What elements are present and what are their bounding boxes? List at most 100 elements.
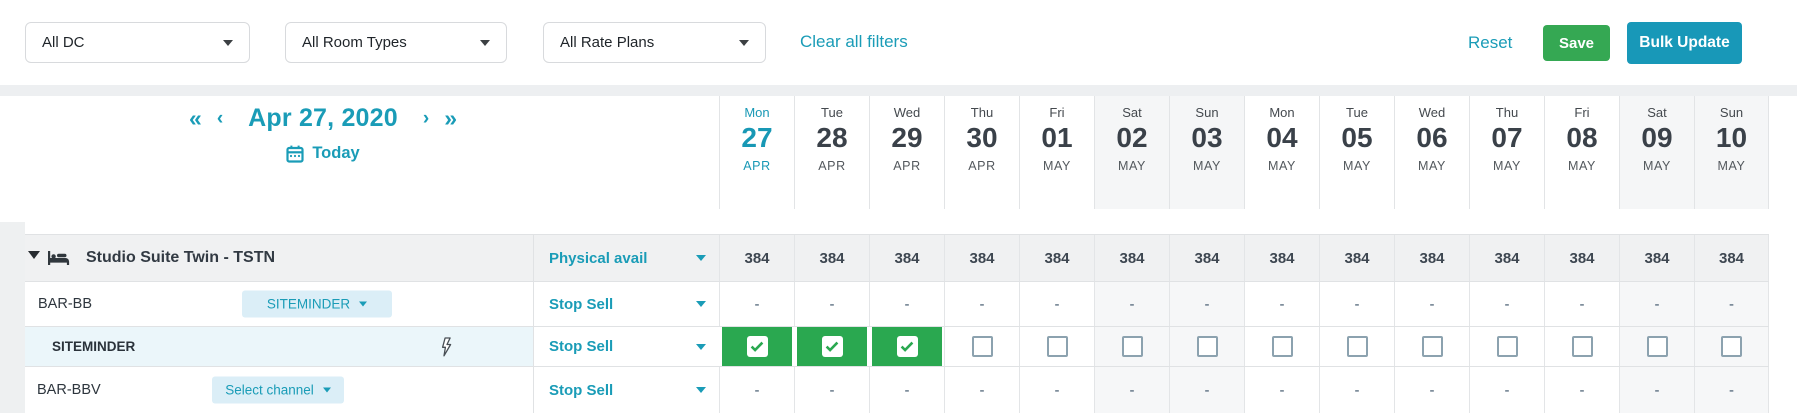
date-number: 03 <box>1191 122 1223 153</box>
chevron-down-icon <box>359 301 368 307</box>
stop-sell-checkbox-unchecked[interactable] <box>1694 327 1769 366</box>
rate-metric-selector-label: Stop Sell <box>549 381 614 399</box>
day-of-week-label: Tue <box>821 105 843 120</box>
stop-sell-value-cell: - <box>1169 367 1244 413</box>
day-of-week-label: Fri <box>1049 105 1065 120</box>
date-column-thu-30: Thu 30 APR <box>944 96 1019 209</box>
rate-plan-name: BAR-BB <box>38 296 92 312</box>
physical-avail-cell: 384 <box>869 235 944 281</box>
stop-sell-checkbox-unchecked[interactable] <box>1619 327 1694 366</box>
chevron-down-icon <box>696 301 706 307</box>
date-column-wed-29: Wed 29 APR <box>869 96 944 209</box>
channel-name: SITEMINDER <box>52 339 136 354</box>
stop-sell-value-cell: - <box>1019 367 1094 413</box>
checkmark-icon <box>746 336 768 357</box>
empty-checkbox <box>1646 336 1668 357</box>
chevron-down-icon <box>739 39 749 46</box>
collapse-triangle-icon[interactable] <box>28 251 40 259</box>
stop-sell-value-cell: - <box>1694 282 1769 326</box>
chevron-down-icon <box>480 39 490 46</box>
channel-select-pill[interactable]: SITEMINDER <box>242 290 392 318</box>
month-label: MAY <box>1043 158 1071 173</box>
stop-sell-value-cell: - <box>944 367 1019 413</box>
stop-sell-value-cell: - <box>1019 282 1094 326</box>
stop-sell-value-cell: - <box>794 282 869 326</box>
fast-backward-button[interactable]: « <box>189 105 202 131</box>
dc-filter-select[interactable]: All DC <box>25 22 250 63</box>
date-number: 29 <box>891 122 923 153</box>
room-type-name: Studio Suite Twin - TSTN <box>86 249 276 266</box>
physical-avail-cell: 384 <box>1319 235 1394 281</box>
month-label: APR <box>818 158 846 173</box>
today-button[interactable]: Today <box>286 144 360 163</box>
date-column-thu-07: Thu 07 MAY <box>1469 96 1544 209</box>
channel-select-pill[interactable]: Select channel <box>212 376 344 404</box>
checkmark-icon <box>821 336 843 357</box>
date-column-mon-27: Mon 27 APR <box>719 96 794 209</box>
rate-metric-selector[interactable]: Stop Sell <box>533 282 719 326</box>
clear-all-filters-link[interactable]: Clear all filters <box>800 32 908 51</box>
stop-sell-checkbox-unchecked[interactable] <box>1019 327 1094 366</box>
stop-sell-checkbox-unchecked[interactable] <box>1244 327 1319 366</box>
stop-sell-value-cell: - <box>1544 367 1619 413</box>
physical-avail-cell: 384 <box>1394 235 1469 281</box>
reset-link[interactable]: Reset <box>1468 33 1513 52</box>
date-column-sun-03: Sun 03 MAY <box>1169 96 1244 209</box>
day-of-week-label: Sat <box>1647 105 1667 120</box>
rate-plans-filter-select[interactable]: All Rate Plans <box>543 22 766 63</box>
month-label: MAY <box>1717 158 1746 173</box>
stop-sell-checkbox-unchecked[interactable] <box>1469 327 1544 366</box>
empty-checkbox <box>1121 336 1143 357</box>
stop-sell-checkbox-unchecked[interactable] <box>1094 327 1169 366</box>
rate-plan-row: BAR-BBV Select channel Stop Sell -------… <box>25 366 1769 413</box>
stop-sell-checkbox-unchecked[interactable] <box>1169 327 1244 366</box>
empty-checkbox <box>1196 336 1218 357</box>
date-number: 07 <box>1491 122 1523 153</box>
rate-plan-name: BAR-BBV <box>37 382 101 398</box>
save-button[interactable]: Save <box>1543 25 1610 61</box>
physical-avail-cell: 384 <box>1019 235 1094 281</box>
date-column-sun-10: Sun 10 MAY <box>1694 96 1769 209</box>
previous-day-button[interactable]: ‹ <box>216 108 224 129</box>
room-metric-selector[interactable]: Physical avail <box>533 235 719 281</box>
day-of-week-label: Thu <box>970 105 994 120</box>
rate-metric-selector[interactable]: Stop Sell <box>533 367 719 413</box>
date-number: 27 <box>741 122 773 153</box>
stop-sell-checkbox-unchecked[interactable] <box>944 327 1019 366</box>
rate-metric-selector-label: Stop Sell <box>549 295 614 313</box>
stop-sell-value-cell: - <box>869 282 944 326</box>
calendar-navigation: « ‹ Apr 27, 2020 › » Today <box>140 104 506 163</box>
stop-sell-checkbox-checked[interactable] <box>719 327 794 366</box>
empty-checkbox <box>1571 336 1593 357</box>
room-types-filter-select[interactable]: All Room Types <box>285 22 507 63</box>
stop-sell-checkbox-checked[interactable] <box>869 327 944 366</box>
channel-metric-selector[interactable]: Stop Sell <box>533 327 719 366</box>
section-divider-band <box>0 85 1797 96</box>
month-label: APR <box>968 158 996 173</box>
physical-avail-cell: 384 <box>719 235 794 281</box>
date-number: 08 <box>1566 122 1598 153</box>
chevron-down-icon <box>696 343 706 350</box>
empty-checkbox <box>1496 336 1518 357</box>
rate-plan-label-region: BAR-BBV Select channel <box>25 367 533 413</box>
bed-icon <box>47 250 70 266</box>
month-label: MAY <box>1118 158 1146 173</box>
calendar-icon <box>286 145 304 163</box>
month-label: APR <box>893 158 921 173</box>
bulk-update-button[interactable]: Bulk Update <box>1627 22 1742 64</box>
stop-sell-checkbox-unchecked[interactable] <box>1394 327 1469 366</box>
stop-sell-checkbox-unchecked[interactable] <box>1319 327 1394 366</box>
date-column-mon-04: Mon 04 MAY <box>1244 96 1319 209</box>
lightning-icon <box>440 336 453 357</box>
stop-sell-checkbox-unchecked[interactable] <box>1544 327 1619 366</box>
room-types-filter-label: All Room Types <box>302 34 407 51</box>
empty-checkbox <box>1271 336 1293 357</box>
stop-sell-value-cell: - <box>1394 282 1469 326</box>
stop-sell-value-cell: - <box>719 367 794 413</box>
fast-forward-button[interactable]: » <box>444 105 457 131</box>
room-type-row: Studio Suite Twin - TSTN Physical avail … <box>25 234 1769 281</box>
next-day-button[interactable]: › <box>422 108 430 129</box>
stop-sell-checkbox-checked[interactable] <box>794 327 869 366</box>
room-type-label-region: Studio Suite Twin - TSTN <box>25 235 533 281</box>
